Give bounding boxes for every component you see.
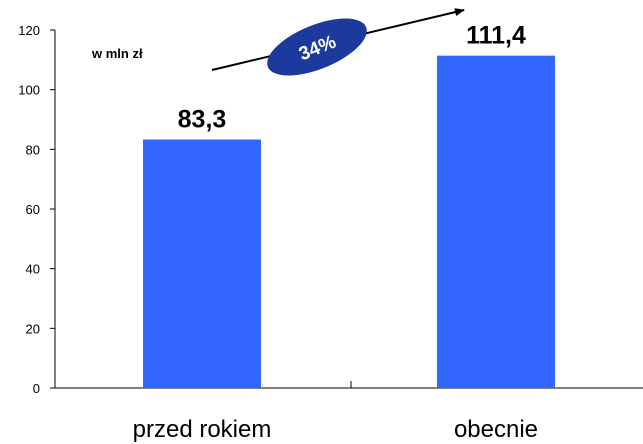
- y-tick-label: 20: [26, 321, 40, 336]
- y-tick-label: 120: [18, 23, 40, 38]
- unit-label: w mln zł: [91, 46, 143, 61]
- category-labels: przed rokiem obecnie: [133, 416, 538, 443]
- y-tick-label: 100: [18, 83, 40, 98]
- y-tick-label: 80: [26, 142, 40, 157]
- bars: [143, 55, 555, 388]
- y-tick-label: 60: [26, 202, 40, 217]
- category-label: przed rokiem: [133, 416, 272, 443]
- growth-badge: 34%: [267, 18, 367, 76]
- bar-current: [437, 55, 555, 388]
- data-label: 111,4: [466, 22, 526, 50]
- bar-previous-year: [143, 139, 261, 388]
- growth-badge-ellipse: [267, 18, 367, 76]
- data-labels: 83,3 111,4: [178, 22, 526, 134]
- y-axis-ticks: 0 20 40 60 80 100 120: [18, 23, 55, 396]
- data-label: 83,3: [178, 105, 227, 133]
- category-label: obecnie: [454, 416, 538, 443]
- y-tick-label: 40: [26, 262, 40, 277]
- y-tick-label: 0: [33, 381, 40, 396]
